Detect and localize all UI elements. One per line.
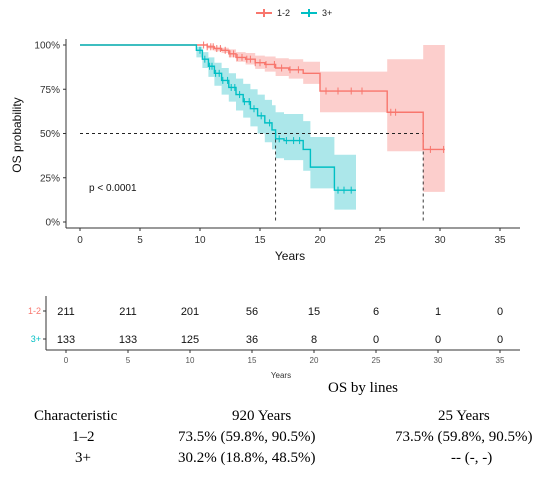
summary-row-1-2: 1–2 73.5% (59.8%, 90.5%) 73.5% (59.8%, 9… [0, 429, 550, 450]
x-tick-label: 15 [254, 235, 266, 246]
main-axes: 0% 25% 50% 75% 100% 0 5 10 15 20 25 30 35 [34, 39, 520, 246]
legend-item-1-2: 1-2 [255, 7, 290, 19]
risk-count: 0 [497, 334, 503, 346]
risk-x-tick-label: 25 [372, 356, 381, 365]
x-tick-label: 35 [494, 235, 506, 246]
row-3plus-25: -- (-, -) [451, 450, 493, 466]
summary-row-3plus: 3+ 30.2% (18.8%, 48.5%) -- (-, -) [0, 450, 550, 471]
risk-count: 201 [181, 306, 199, 318]
summary-header-row: Characteristic 920 Years 25 Years [0, 408, 550, 429]
risk-table: 1-2 211 211 201 56 15 6 1 03+ 133 133 125 36 8 0 0 00 5 10… [28, 296, 520, 365]
risk-row-label: 3+ [31, 334, 41, 344]
risk-x-tick-label: 0 [64, 356, 69, 365]
risk-count: 56 [246, 306, 258, 318]
risk-x-tick-label: 20 [310, 356, 319, 365]
legend-key-3plus-icon [300, 7, 318, 19]
risk-count: 0 [373, 334, 379, 346]
x-tick-label: 0 [77, 235, 83, 246]
risk-count: 211 [57, 306, 75, 318]
x-tick-label: 10 [194, 235, 206, 246]
p-value: p < 0.0001 [89, 183, 137, 194]
risk-count: 0 [497, 306, 503, 318]
risk-count: 6 [373, 306, 379, 318]
censor-marks [199, 41, 445, 194]
y-tick-label: 50% [40, 129, 60, 140]
x-tick-label: 25 [374, 235, 386, 246]
risk-x-axis-label: Years [271, 371, 291, 380]
median-lines [80, 133, 424, 222]
row-1-2-25: 73.5% (59.8%, 90.5%) [395, 429, 533, 445]
y-axis-label: OS probability [10, 97, 24, 172]
risk-count: 125 [181, 334, 199, 346]
y-tick-label: 75% [40, 85, 60, 96]
ci-bands [80, 45, 445, 210]
summary-table: OS by lines Characteristic 920 Years 25 … [0, 380, 550, 471]
risk-count: 15 [308, 306, 320, 318]
risk-count: 0 [435, 334, 441, 346]
risk-count: 211 [119, 306, 137, 318]
risk-x-tick-label: 15 [248, 356, 257, 365]
legend: 1-2 3+ [255, 5, 342, 21]
header-characteristic: Characteristic [34, 408, 118, 424]
y-tick-label: 25% [40, 173, 60, 184]
summary-title: OS by lines [328, 380, 399, 396]
row-3plus-label: 3+ [75, 450, 91, 466]
risk-count: 1 [435, 306, 441, 318]
legend-item-3plus: 3+ [300, 7, 332, 19]
risk-count: 8 [311, 334, 317, 346]
survival-curve-3plus [80, 44, 356, 191]
x-tick-label: 30 [434, 235, 446, 246]
risk-x-tick-label: 30 [434, 356, 443, 365]
risk-count: 133 [57, 334, 75, 346]
risk-count: 36 [246, 334, 258, 346]
x-tick-label: 20 [314, 235, 326, 246]
summary-title-row: OS by lines [0, 380, 550, 401]
risk-x-tick-label: 5 [126, 356, 131, 365]
header-920-years: 920 Years [232, 408, 292, 424]
risk-x-tick-label: 35 [496, 356, 505, 365]
row-3plus-920: 30.2% (18.8%, 48.5%) [178, 450, 316, 466]
legend-label-3plus: 3+ [322, 8, 333, 18]
legend-key-1-2-icon [255, 7, 273, 19]
ci-band-3plus [80, 45, 356, 210]
ci-band-1-2 [80, 45, 445, 192]
y-tick-label: 0% [46, 218, 61, 229]
legend-label-1-2: 1-2 [277, 8, 291, 18]
row-1-2-920: 73.5% (59.8%, 90.5%) [178, 429, 316, 445]
y-tick-label: 100% [34, 41, 60, 52]
x-tick-label: 5 [137, 235, 143, 246]
risk-count: 133 [119, 334, 137, 346]
km-chart: 0%25%50%75%100%0 5 10 15 20 25 30 35 OS probabi… [10, 39, 520, 380]
x-axis-label: Years [275, 249, 305, 263]
row-1-2-label: 1–2 [72, 429, 95, 445]
risk-x-tick-label: 10 [186, 356, 195, 365]
risk-row-label: 1-2 [28, 306, 41, 316]
header-25-years: 25 Years [438, 408, 490, 424]
